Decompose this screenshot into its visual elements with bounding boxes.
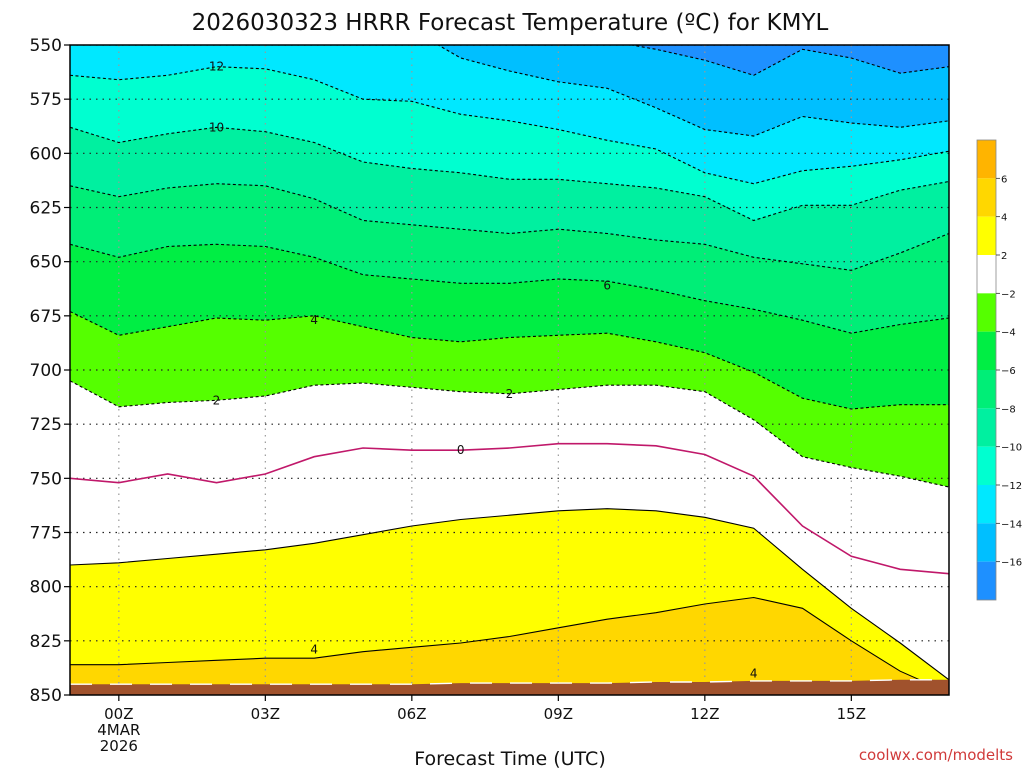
colorbar-bin [977,523,996,562]
contour-label: 0 [457,443,465,457]
contour-labels: 12 10 6 4 2 2 0 4 4 [209,60,758,681]
grid-lines [70,45,949,695]
y-tick-label: 600 [30,144,62,164]
colorbar-bin [977,331,996,370]
y-tick-label: 700 [30,361,62,381]
y-tick-label: 825 [30,632,62,652]
y-tick-label: 850 [30,686,62,706]
ground-edge [70,679,949,685]
chart-title: 2026030323 HRRR Forecast Temperature (ºC… [192,10,829,36]
isotherm-line [70,442,949,575]
y-tick-label: 575 [30,90,62,110]
isotherm-line [70,183,949,271]
colorbar-label: 2 [1001,251,1007,262]
colorbar-bin [977,216,996,255]
y-tick-label: 750 [30,469,62,489]
y-tick-label: 625 [30,199,62,219]
isotherm-line [628,45,949,76]
colorbar-label: −8 [1001,404,1016,415]
colorbar-bin [977,178,996,217]
colorbar-label: 4 [1001,213,1007,224]
colorbar-legend: 6 4 2 −2 −4 −6 −8 −10 −12 −14 −16 [976,139,1022,601]
isotherm-line [70,380,949,488]
isotherm-line [70,508,949,681]
colorbar-bin [977,255,996,294]
colorbar-bin [977,408,996,447]
contour-label: 12 [209,60,224,74]
contour-label: 4 [750,666,758,680]
colorbar-bin [977,370,996,409]
y-tick-label: 725 [30,415,62,435]
isotherm-line [70,596,949,694]
colorbar-label: −16 [1001,558,1022,569]
y-tick-label: 650 [30,253,62,273]
x-date-label: 2026 [100,737,138,755]
colorbar-label: −10 [1001,443,1022,454]
colorbar-label: −6 [1001,366,1016,377]
contour-label: 4 [310,313,318,327]
colorbar-label: 6 [1001,174,1007,185]
colorbar-label: −12 [1001,481,1022,492]
y-tick-label: 800 [30,578,62,598]
temperature-fill-bands [70,45,949,695]
colorbar-label: −14 [1001,519,1022,530]
x-tick-label: 09Z [544,705,573,723]
y-axis-pressure: 550 575 600 625 650 675 700 725 750 775 800 825 850 [30,36,70,706]
y-tick-label: 550 [30,36,62,56]
x-date-label: 4MAR [97,721,140,739]
isotherm-line [70,66,949,185]
isotherm-line [70,126,949,222]
contour-label: 10 [209,120,224,134]
contour-label: 6 [603,279,611,293]
colorbar-bin [977,140,996,179]
fill-band-warmest [70,597,949,695]
x-tick-label: 03Z [251,705,280,723]
y-tick-label: 675 [30,307,62,327]
contour-label: 2 [213,393,221,407]
x-tick-label: 00Z [104,705,133,723]
colorbar-label: −2 [1001,289,1016,300]
isotherm-line [70,243,949,334]
credit-text: coolwx.com/modelts [859,746,1013,764]
isotherm-line [70,311,949,410]
contour-label: 2 [506,387,514,401]
isotherm-lines [70,45,949,694]
colorbar-bin [977,561,996,600]
colorbar-label: −4 [1001,328,1016,339]
colorbar-bin [977,446,996,485]
x-tick-label: 15Z [837,705,866,723]
ground-surface [70,679,949,695]
isotherm-line [437,45,949,137]
colorbar-bin [977,485,996,524]
colorbar-bin [977,293,996,332]
y-tick-label: 775 [30,524,62,544]
x-tick-label: 12Z [690,705,719,723]
contour-label: 4 [310,643,318,657]
x-tick-label: 06Z [397,705,426,723]
x-axis-label: Forecast Time (UTC) [414,748,605,768]
